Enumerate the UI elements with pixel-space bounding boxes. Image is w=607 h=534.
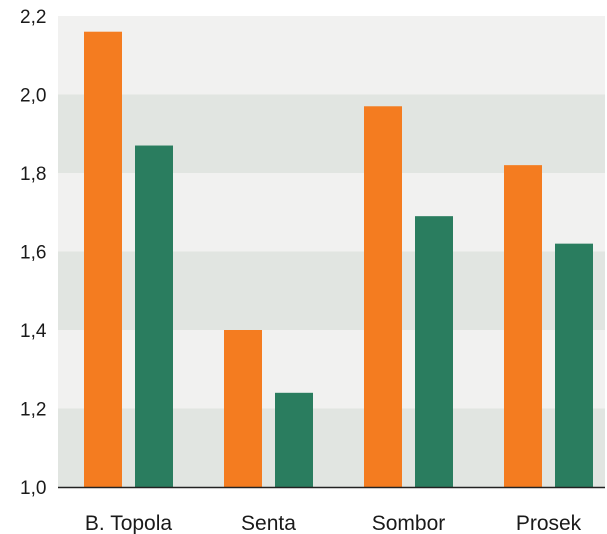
y-tick-label: 1,2 [20, 400, 46, 421]
x-category-label: Sombor [372, 512, 446, 534]
y-tick-label: 1,0 [20, 478, 46, 499]
bar-series2-b-topola [135, 145, 173, 487]
bar-series1-sombor [364, 106, 402, 488]
y-tick-labels: 1,0 1,2 1,4 1,6 1,8 2,0 2,2 [20, 7, 47, 499]
bar-series2-sombor [415, 216, 453, 488]
bar-series1-b-topola [84, 31, 122, 487]
grid-band [58, 16, 605, 95]
x-category-label: B. Topola [85, 512, 172, 534]
bar-series1-senta [224, 330, 262, 487]
x-category-label: Prosek [516, 512, 582, 534]
bar-series2-senta [275, 392, 313, 487]
x-category-labels: B. Topola Senta Sombor Prosek [85, 512, 582, 534]
y-tick-label: 1,4 [20, 321, 47, 342]
y-tick-label: 2,0 [20, 86, 46, 107]
bar-series2-prosek [555, 243, 593, 487]
y-tick-label: 2,2 [20, 7, 46, 28]
y-tick-label: 1,6 [20, 243, 46, 264]
y-tick-label: 1,8 [20, 164, 46, 185]
bar-series1-prosek [504, 165, 542, 487]
x-category-label: Senta [241, 512, 296, 534]
bars-group [84, 31, 593, 488]
